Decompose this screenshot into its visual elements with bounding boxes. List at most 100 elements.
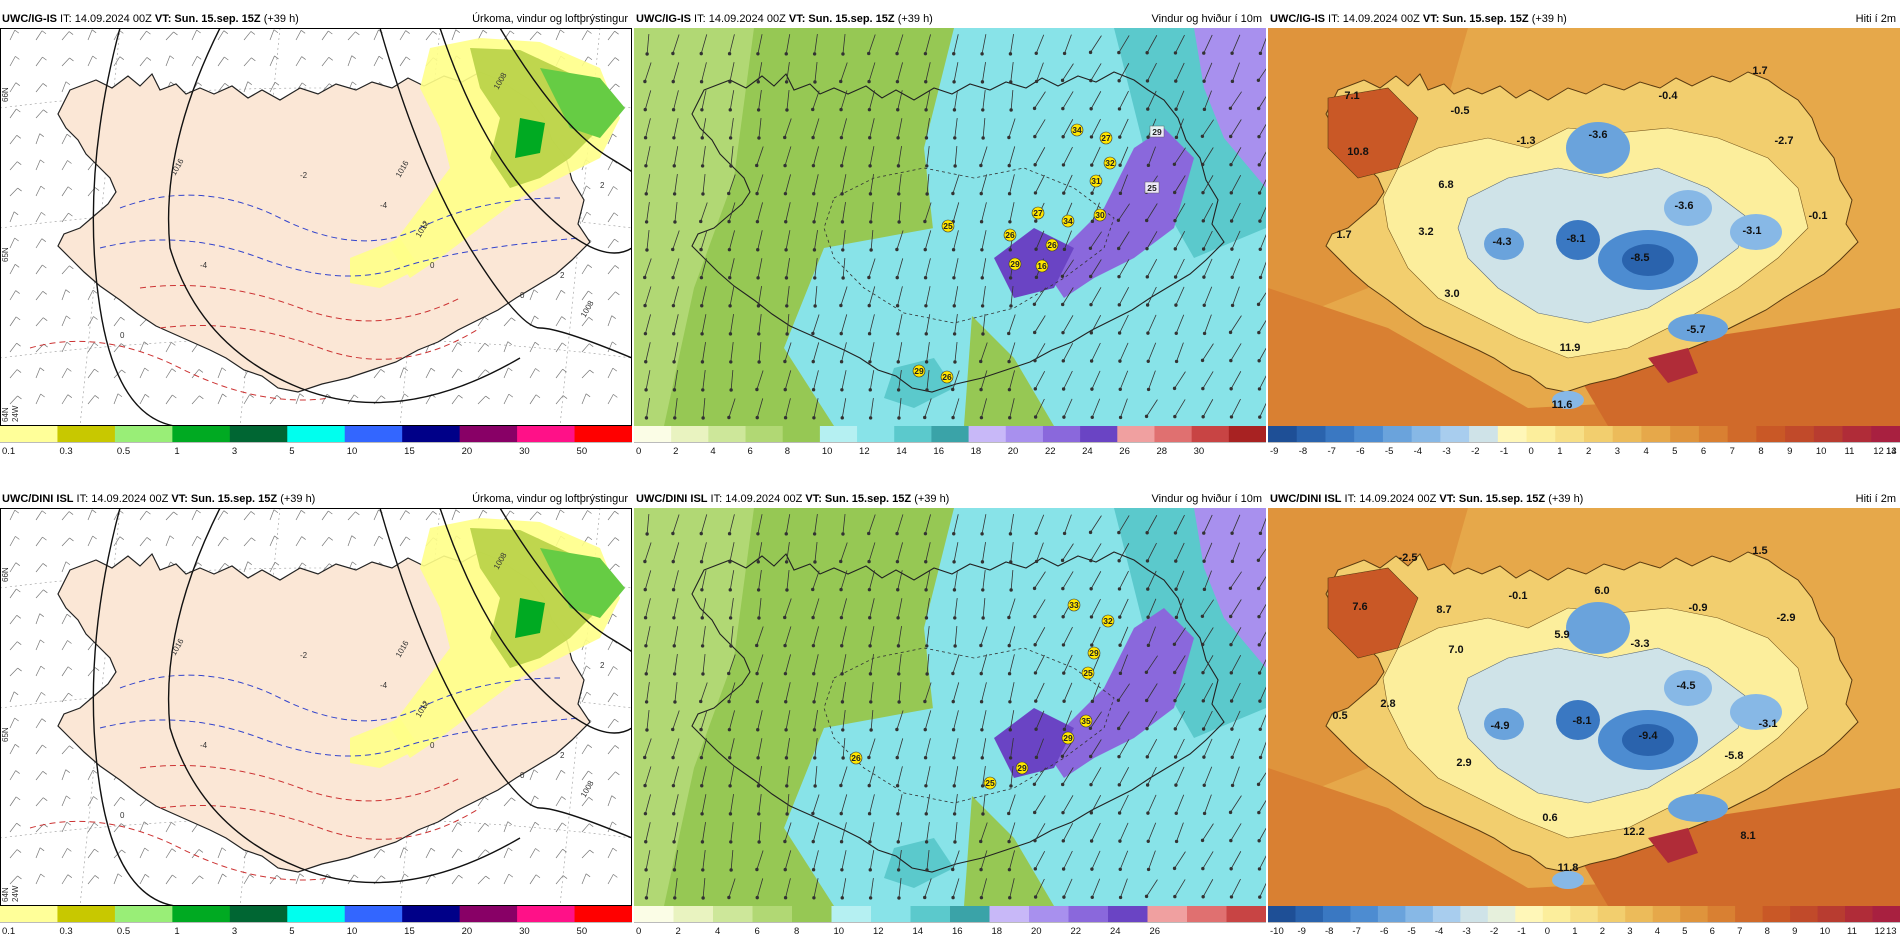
colorbar-swatch [1322, 906, 1351, 922]
grid-label: 64N [1, 887, 10, 902]
lead-time: (+39 h) [914, 493, 950, 505]
colorbar-swatch [1147, 906, 1188, 922]
region-border [823, 647, 1115, 804]
colorbar-swatch [1005, 426, 1044, 442]
isobars [92, 28, 632, 426]
temp-contour-label: -4 [200, 741, 208, 750]
temp-contour-label: 2 [560, 271, 565, 280]
colorbar-swatch [402, 426, 461, 442]
temp-contour-label: -4 [200, 261, 208, 270]
colorbar-label: -1 [1500, 446, 1508, 457]
temperature-value: 0.6 [1542, 812, 1557, 824]
run-info: UWC/IG-IS IT: 14.09.2024 00Z VT: Sun. 15… [1270, 10, 1567, 28]
vt-time: Sun. 15.sep. 15Z [190, 493, 281, 505]
colorbar-label: 30 [519, 446, 530, 457]
colorbar-swatch [1411, 426, 1441, 442]
colorbar-swatch [1555, 426, 1585, 442]
gust-marker: 29 [1015, 761, 1029, 775]
colorbar-swatch [634, 906, 674, 922]
colorbar-label: 15 [404, 446, 415, 457]
colorbar-swatch [1296, 426, 1326, 442]
vt-label: VT: [171, 493, 191, 505]
gust-value: 29 [1017, 763, 1027, 773]
gust-marker: 26 [849, 751, 863, 765]
colorbar-label: -7 [1327, 446, 1335, 457]
colorbar-label: 6 [1710, 926, 1715, 937]
gust-value: 29 [1089, 648, 1099, 658]
grid-label: 65N [1, 247, 10, 262]
colorbar-label: 5 [289, 926, 294, 937]
colorbar-label: -6 [1356, 446, 1364, 457]
temperature-value: -4.3 [1493, 236, 1512, 248]
temperature-value: -0.1 [1509, 590, 1528, 602]
colorbar-label: 0 [1529, 446, 1534, 457]
vt-label: VT: [154, 13, 175, 25]
temperature-value: 5.9 [1554, 629, 1569, 641]
grid-label: 24W [11, 885, 20, 902]
colorbar-label: 5 [289, 446, 294, 457]
colorbar-label: 12 [873, 926, 884, 937]
gust-marker: 32 [1101, 614, 1115, 628]
colorbar-label: 50 [577, 926, 588, 937]
panel-title: Hiti í 2m [1855, 13, 1896, 25]
vt-time: Sun. 15.sep. 15Z [1458, 493, 1549, 505]
colorbar-label: -6 [1380, 926, 1388, 937]
colorbar-swatch [1652, 906, 1681, 922]
vt-time: Sun. 15.sep. 15Z [174, 13, 264, 25]
cold-areas [1484, 122, 1782, 409]
panel-title: Úrkoma, vindur og loftþrýstingur [472, 493, 628, 505]
colorbar-label: 2 [673, 446, 678, 457]
temp-contour-label: -2 [300, 171, 308, 180]
run-info: UWC/DINI ISL IT: 14.09.2024 00Z VT: Sun.… [2, 490, 315, 508]
colorbar-swatch [1872, 906, 1900, 922]
colorbar-label: 0.1 [2, 446, 15, 457]
gust-marker: 29 [912, 364, 926, 378]
colorbar-label: 2 [1600, 926, 1605, 937]
panel-header: UWC/IG-IS IT: 14.09.2024 00Z VT: Sun. 15… [1268, 10, 1900, 28]
colorbar-swatch [114, 906, 173, 922]
colorbar-swatch [0, 426, 58, 442]
colorbar-swatch [574, 426, 632, 442]
temperature-value: -2.7 [1775, 135, 1794, 147]
colorbar-swatch [931, 426, 970, 442]
colorbar-swatch [1268, 426, 1298, 442]
colorbar-label: 13 [1886, 446, 1897, 457]
grid-label: 64N [1, 407, 10, 422]
gust-marker: 25 [983, 776, 997, 790]
colorbar-label: 26 [1119, 446, 1130, 457]
colorbar-label: 9 [1787, 446, 1792, 457]
colorbar-label: 4 [715, 926, 720, 937]
temp-contour-label: 0 [520, 291, 525, 300]
temperature-value: -8.1 [1567, 233, 1586, 245]
panel-wind-igis: UWC/IG-IS IT: 14.09.2024 00Z VT: Sun. 15… [634, 10, 1266, 468]
colorbar-label: 1 [1572, 926, 1577, 937]
colorbar-label: 26 [1150, 926, 1161, 937]
colorbar-label: 15 [404, 926, 415, 937]
colorbar-label: 3 [1615, 446, 1620, 457]
colorbar-swatch [1405, 906, 1434, 922]
temperature-value: 10.8 [1347, 146, 1368, 158]
colorbar-swatch [229, 906, 288, 922]
gust-marker: 29 [1008, 257, 1022, 271]
gust-value: 35 [1081, 716, 1091, 726]
colorbar-swatch [713, 906, 753, 922]
temperature-value: -8.1 [1573, 715, 1592, 727]
colorbar-label: 10 [1820, 926, 1831, 937]
colorbar-swatch [1612, 426, 1642, 442]
temperature-value: -3.6 [1675, 200, 1694, 212]
temperature-value: 2.9 [1456, 757, 1471, 769]
colorbar: -9 -8 -7 -6 -5 -4 -3 -2 -1 0 1 2 3 4 5 6 7 8 9 10 11 12 13 14 [1268, 426, 1900, 458]
gust-marker: 31 [1089, 174, 1103, 188]
lead-time: (+39 h) [280, 493, 316, 505]
colorbar-swatch [894, 426, 932, 442]
colorbar-label: 0.5 [117, 446, 130, 457]
wind-map: 33 32 29 25 35 29 29 25 26 [634, 508, 1266, 906]
vt-label: VT: [1422, 13, 1443, 25]
precip-map: 1008 1012 1016 1016 1008 0 0 -2 -2 2 2 -4 -4 0 66N 65N 6… [0, 508, 632, 906]
colorbar-swatch [1377, 906, 1406, 922]
colorbar-label: 13 [1886, 926, 1897, 937]
gust-value: 26 [1047, 240, 1057, 250]
temperature-value: -0.5 [1451, 105, 1470, 117]
colorbar-swatch [459, 906, 518, 922]
temperature-value: 1.7 [1336, 229, 1351, 241]
